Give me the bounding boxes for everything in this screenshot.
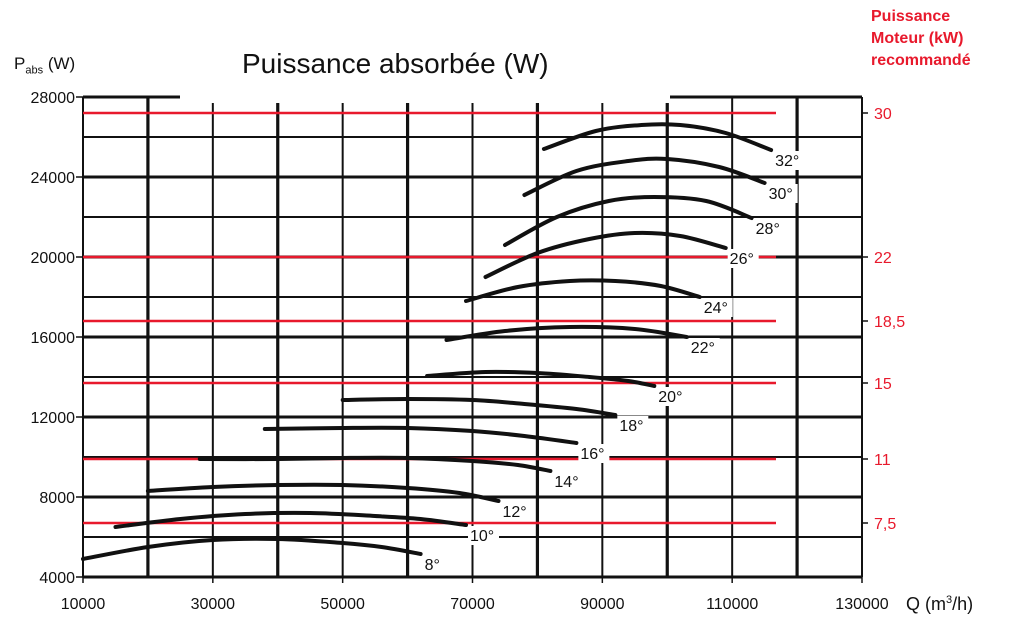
angle-curve: [444, 324, 689, 342]
angle-curve: [483, 230, 728, 279]
angle-curve: [464, 278, 702, 303]
chart-title: Puissance absorbée (W): [242, 48, 549, 79]
motor-power-label: 22: [874, 250, 892, 267]
angle-curve: [503, 194, 754, 247]
angle-label: 24°: [704, 300, 728, 317]
angle-label: 10°: [470, 528, 494, 545]
y-tick-label: 12000: [31, 410, 76, 427]
y-axis-label-sub: abs: [25, 64, 44, 77]
title-mask: [180, 91, 670, 103]
y-tick-label: 20000: [31, 250, 76, 267]
angle-label-bg: [701, 298, 733, 317]
angle-label-bg: [773, 151, 805, 170]
motor-power-label: 15: [874, 376, 892, 393]
x-axis-label-tail: /h): [952, 594, 974, 614]
angle-label-bg: [688, 338, 720, 357]
angle-label: 18°: [619, 418, 643, 435]
angle-label-bg: [617, 416, 649, 435]
angle-label: 22°: [691, 340, 715, 357]
angle-label: 14°: [554, 474, 578, 491]
x-tick-label: 50000: [320, 596, 365, 613]
motor-power-label: 7,5: [874, 516, 896, 533]
angle-curve: [262, 425, 579, 445]
x-tick-label: 130000: [835, 596, 888, 613]
angle-label: 12°: [502, 504, 526, 521]
angle-curve: [340, 396, 618, 417]
angle-label-bg: [727, 249, 759, 268]
angle-label-bg: [468, 526, 500, 545]
x-tick-label: 70000: [450, 596, 495, 613]
angle-curve: [541, 122, 774, 152]
angle-curve: [145, 482, 501, 503]
angle-label: 26°: [730, 251, 754, 268]
motor-power-label: 30: [874, 106, 892, 123]
angle-label: 28°: [756, 221, 780, 238]
x-axis-label-sup: 3: [946, 594, 953, 606]
x-tick-label: 30000: [191, 596, 236, 613]
angle-curve: [113, 510, 468, 529]
y-tick-label: 4000: [39, 570, 75, 587]
y-tick-label: 8000: [39, 490, 75, 507]
angle-label-bg: [552, 472, 584, 491]
angle-label: 16°: [580, 446, 604, 463]
angle-label: 20°: [658, 389, 682, 406]
y-axis-label-main: P: [14, 54, 26, 73]
angle-label: 30°: [769, 186, 793, 203]
angle-curve: [81, 536, 423, 561]
y-axis-label: Pabs (W): [14, 54, 75, 76]
y-axis-label-unit: (W): [43, 54, 76, 73]
right-axis-title-line-1: Puissance: [871, 8, 951, 25]
angle-label-bg: [656, 387, 688, 406]
x-tick-label: 110000: [706, 596, 758, 613]
x-axis-label: Q (m3/h): [906, 594, 973, 615]
angle-label-bg: [753, 219, 785, 238]
motor-power-label: 18,5: [874, 314, 905, 331]
angle-label: 32°: [775, 153, 799, 170]
x-tick-label: 90000: [580, 596, 625, 613]
angle-label-bg: [500, 502, 532, 521]
angle-label-bg: [578, 444, 610, 463]
x-axis-label-main: Q (m: [906, 594, 946, 614]
motor-power-label: 11: [874, 452, 891, 469]
angle-curve: [522, 156, 767, 197]
y-tick-label: 16000: [31, 330, 76, 347]
angle-label-bg: [766, 184, 798, 203]
right-axis-title-line-3: recommandé: [871, 52, 971, 69]
angle-curve: [425, 369, 657, 388]
x-tick-label: 10000: [61, 596, 106, 613]
y-tick-label: 28000: [31, 90, 76, 107]
right-axis-title-line-2: Moteur (kW): [871, 30, 964, 47]
y-tick-label: 24000: [31, 170, 76, 187]
angle-curve: [197, 455, 553, 473]
angle-label: 8°: [425, 557, 440, 574]
angle-label-bg: [422, 555, 445, 574]
right-axis-title: Puissance Moteur (kW) recommandé: [871, 6, 1007, 72]
